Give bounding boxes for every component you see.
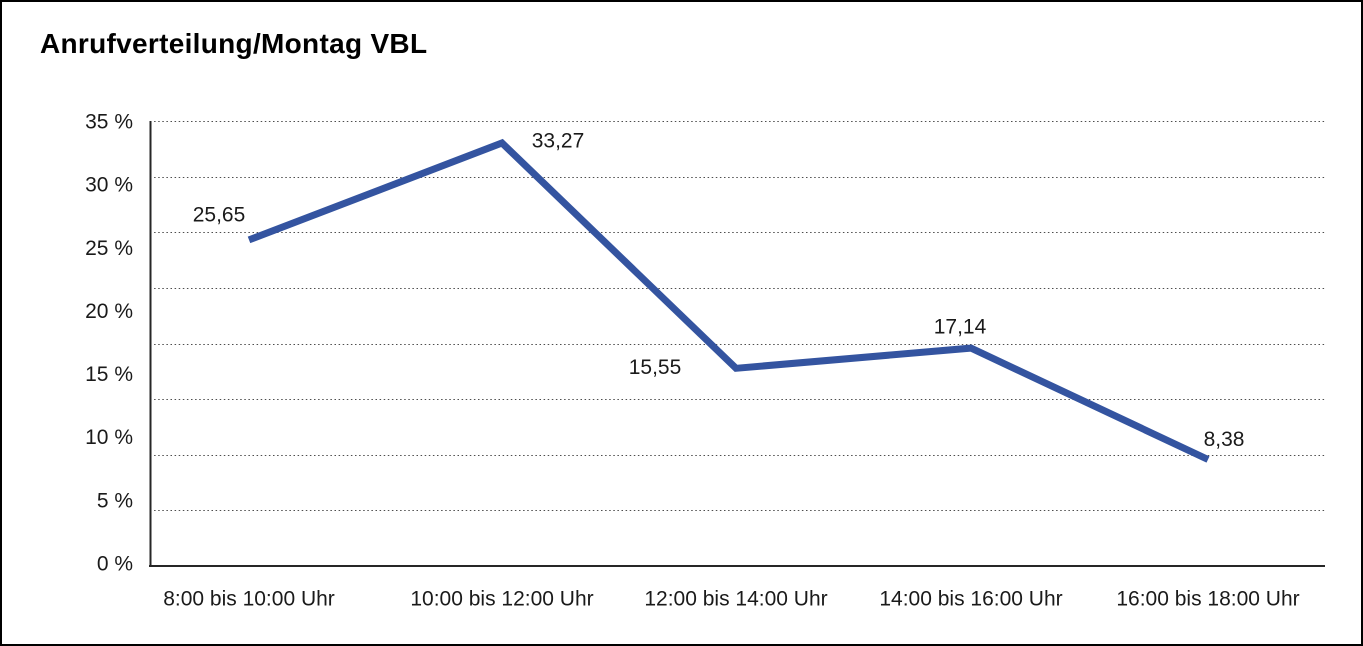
y-axis-tick-label: 35 % bbox=[85, 111, 133, 134]
x-axis-category-label: 12:00 bis 14:00 Uhr bbox=[644, 588, 827, 611]
y-axis-tick-label: 5 % bbox=[97, 489, 133, 512]
data-point-label: 25,65 bbox=[193, 203, 246, 226]
y-axis-tick-label: 0 % bbox=[97, 553, 133, 576]
y-axis-tick-label: 15 % bbox=[85, 363, 133, 386]
y-axis-tick-label: 20 % bbox=[85, 300, 133, 323]
x-axis-category-label: 14:00 bis 16:00 Uhr bbox=[879, 588, 1062, 611]
data-point-label: 8,38 bbox=[1204, 428, 1245, 451]
x-axis-category-label: 8:00 bis 10:00 Uhr bbox=[163, 588, 335, 611]
data-point-label: 15,55 bbox=[629, 356, 682, 379]
data-series-line bbox=[247, 138, 1210, 463]
y-axis-tick-label: 10 % bbox=[85, 426, 133, 449]
y-axis-tick-label: 30 % bbox=[85, 174, 133, 197]
chart-title: Anrufverteilung/Montag VBL bbox=[40, 28, 428, 59]
x-axis-category-label: 16:00 bis 18:00 Uhr bbox=[1116, 588, 1299, 611]
y-axis-tick-label: 25 % bbox=[85, 237, 133, 260]
data-point-label: 17,14 bbox=[934, 316, 987, 339]
data-point-label: 33,27 bbox=[532, 129, 585, 152]
x-axis-category-label: 10:00 bis 12:00 Uhr bbox=[410, 588, 593, 611]
